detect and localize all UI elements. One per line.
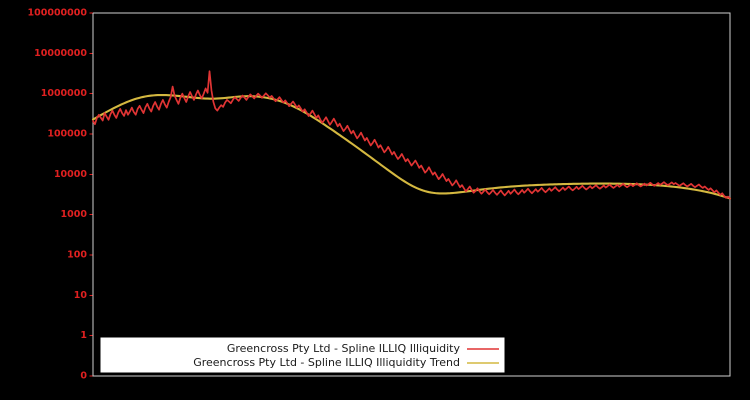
series-line-illiquidity	[92, 70, 731, 200]
y-axis-tick-label: 10000000	[34, 48, 87, 59]
plot-axis-frame	[92, 12, 731, 377]
y-axis-tick-label: 10000	[54, 169, 87, 180]
legend-label-illiquidity: Greencross Pty Ltd - Spline ILLIQ Illiqu…	[227, 342, 461, 355]
y-axis-tick-label: 100000000	[28, 8, 88, 19]
chart-legend[interactable]: Greencross Pty Ltd - Spline ILLIQ Illiqu…	[100, 337, 505, 373]
y-axis-tick-label: 1	[80, 330, 87, 341]
y-axis-tick-label: 100000	[47, 129, 87, 140]
y-axis-tick-label: 100	[67, 250, 87, 261]
y-axis-tick-label: 10	[74, 290, 88, 301]
y-axis-tick-label: 1000	[61, 209, 88, 220]
legend-background	[100, 337, 505, 373]
y-axis-tick-labels: 1000000001000000010000001000001000010001…	[28, 8, 88, 382]
legend-label-trend: Greencross Pty Ltd - Spline ILLIQ Illiqu…	[193, 356, 460, 369]
y-axis-tick-label: 0	[80, 371, 87, 382]
y-axis-tick-marks	[89, 12, 93, 377]
y-axis-tick-label: 1000000	[41, 88, 88, 99]
plot-area-background	[93, 13, 730, 376]
